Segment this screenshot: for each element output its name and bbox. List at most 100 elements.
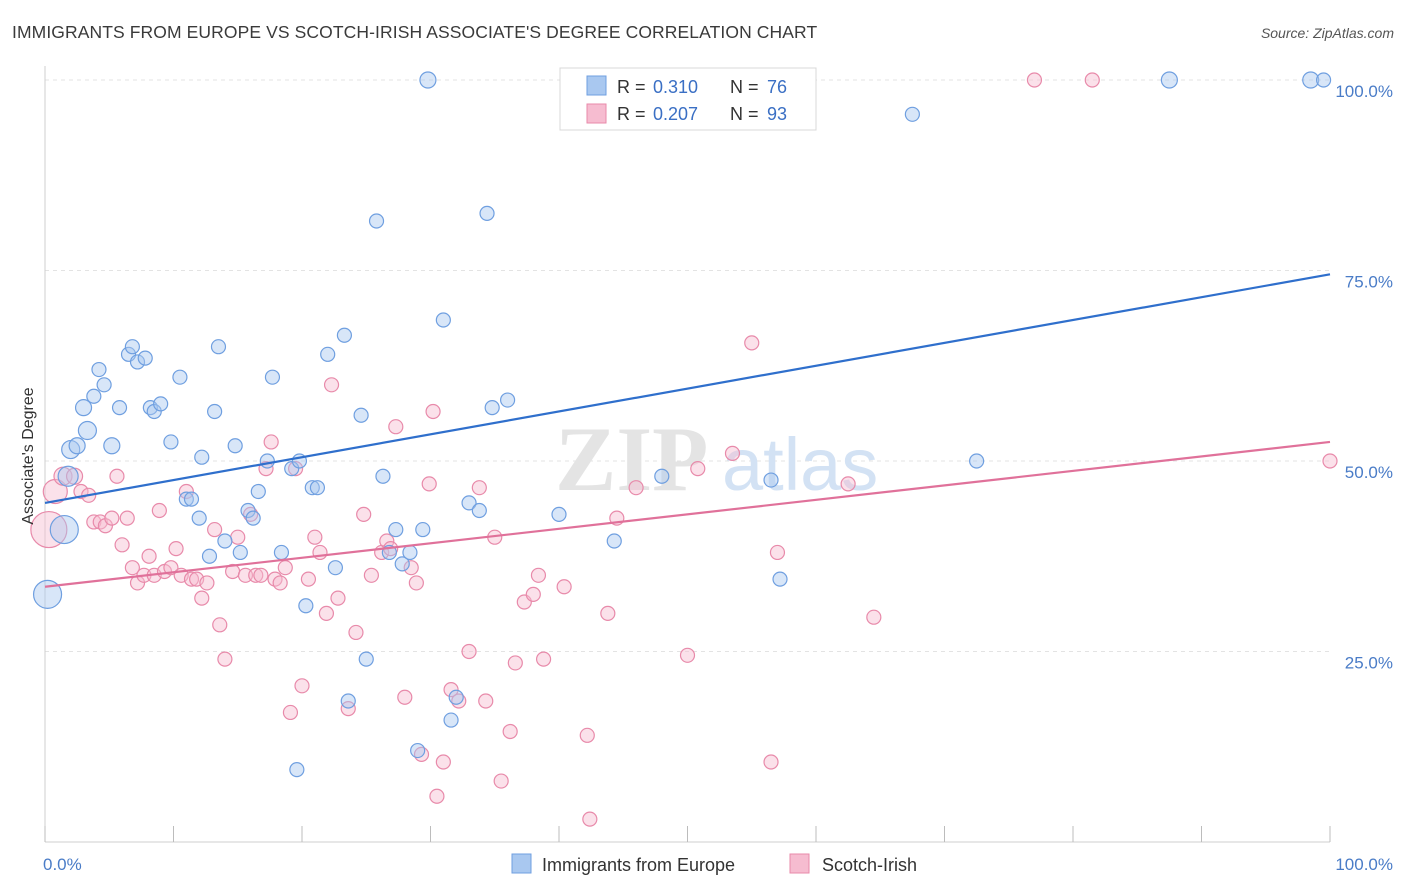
point-immigrants-from-europe (172, 369, 188, 385)
x-tick-label-min: 0.0% (43, 855, 82, 874)
point-immigrants-from-europe (227, 438, 243, 454)
point-scotch-irish (207, 521, 223, 538)
point-scotch-irish (230, 529, 246, 545)
point-immigrants-from-europe (461, 495, 477, 511)
point-immigrants-from-europe (273, 544, 290, 561)
axes (44, 66, 1331, 843)
x-tick-labels: 0.0% 100.0% (43, 855, 1393, 874)
point-immigrants-from-europe (129, 354, 146, 370)
point-scotch-irish (530, 567, 547, 583)
point-immigrants-from-europe (103, 437, 121, 455)
point-scotch-irish (199, 575, 215, 591)
point-immigrants-from-europe (207, 403, 223, 420)
legend-n-label-blue: N = (730, 77, 764, 97)
point-immigrants-from-europe (394, 556, 410, 572)
point-scotch-irish (397, 689, 413, 705)
point-scotch-irish (628, 480, 644, 496)
point-scotch-irish (535, 651, 552, 667)
legend-r-value-blue: 0.310 (653, 77, 698, 97)
point-scotch-irish (600, 605, 616, 622)
point-immigrants-from-europe (500, 392, 516, 408)
point-immigrants-from-europe (91, 361, 107, 378)
watermark: ZIP atlas (555, 408, 878, 510)
point-scotch-irish (318, 605, 335, 622)
point-immigrants-from-europe (137, 350, 153, 366)
point-immigrants-from-europe (183, 491, 200, 507)
point-immigrants-from-europe (32, 579, 63, 609)
y-tick-label: 25.0% (1345, 654, 1393, 673)
point-scotch-irish (421, 476, 437, 492)
point-scotch-irish (429, 788, 445, 804)
point-immigrants-from-europe (320, 346, 336, 362)
legend-n-value-blue: 76 (767, 77, 787, 97)
point-immigrants-from-europe (336, 327, 353, 343)
point-immigrants-from-europe (904, 106, 920, 122)
chart-title: IMMIGRANTS FROM EUROPE VS SCOTCH-IRISH A… (12, 22, 818, 42)
point-scotch-irish (348, 624, 364, 641)
point-immigrants-from-europe (471, 502, 487, 519)
point-immigrants-from-europe (353, 407, 369, 423)
point-immigrants-from-europe (435, 312, 451, 328)
legend-box: R = 0.310 N = 76 R = 0.207 N = 93 (559, 67, 817, 131)
legend-r-value-pink: 0.207 (653, 104, 698, 124)
bottom-legend-label-blue: Immigrants from Europe (542, 855, 735, 875)
point-immigrants-from-europe (340, 693, 356, 709)
point-scotch-irish (443, 681, 459, 698)
point-scotch-irish (461, 643, 477, 660)
x-tick-label-max: 100.0% (1335, 855, 1393, 874)
legend-n-value-pink: 93 (767, 104, 787, 124)
y-axis-label: Associate's Degree (20, 387, 37, 524)
point-scotch-irish (769, 544, 786, 561)
point-immigrants-from-europe (245, 510, 261, 526)
point-scotch-irish (866, 609, 882, 625)
point-scotch-irish (194, 590, 210, 606)
point-scotch-irish (217, 651, 233, 667)
point-scotch-irish (388, 419, 404, 435)
bottom-legend-swatch-pink (789, 853, 810, 874)
point-scotch-irish (340, 701, 356, 717)
point-immigrants-from-europe (1302, 71, 1320, 89)
bottom-legend: Immigrants from Europe Scotch-Irish (511, 853, 917, 875)
point-immigrants-from-europe (772, 571, 788, 587)
point-immigrants-from-europe (969, 453, 985, 469)
point-scotch-irish (525, 586, 541, 602)
legend-swatch-blue (586, 75, 607, 96)
point-immigrants-from-europe (1160, 71, 1178, 89)
point-scotch-irish (690, 461, 706, 477)
point-scotch-irish (114, 537, 130, 553)
point-immigrants-from-europe (419, 71, 437, 89)
point-scotch-irish (471, 480, 487, 496)
point-immigrants-from-europe (163, 434, 179, 450)
watermark-zip: ZIP (555, 408, 708, 510)
watermark-atlas: atlas (722, 423, 878, 506)
point-scotch-irish (237, 567, 254, 583)
point-scotch-irish (1084, 72, 1100, 88)
point-immigrants-from-europe (240, 502, 256, 519)
point-scotch-irish (248, 567, 264, 583)
point-scotch-irish (300, 571, 317, 587)
y-tick-labels: 25.0% 50.0% 75.0% 100.0% (1335, 82, 1393, 673)
y-tick-label: 50.0% (1345, 463, 1393, 482)
point-immigrants-from-europe (298, 598, 314, 614)
point-scotch-irish (119, 510, 135, 526)
point-immigrants-from-europe (368, 213, 385, 229)
point-immigrants-from-europe (201, 548, 218, 564)
point-immigrants-from-europe (375, 468, 391, 484)
series-immigrants-from-europe (32, 71, 1332, 778)
point-scotch-irish (1322, 453, 1338, 469)
point-immigrants-from-europe (86, 388, 102, 404)
point-immigrants-from-europe (763, 472, 779, 488)
y-tick-label: 75.0% (1345, 273, 1393, 292)
point-immigrants-from-europe (289, 762, 305, 778)
point-immigrants-from-europe (284, 461, 300, 477)
point-immigrants-from-europe (49, 514, 79, 545)
point-scotch-irish (478, 693, 494, 709)
legend-r-label-blue: R = (617, 77, 651, 97)
point-immigrants-from-europe (210, 339, 227, 355)
point-scotch-irish (403, 560, 419, 576)
point-immigrants-from-europe (57, 465, 79, 487)
point-immigrants-from-europe (250, 483, 266, 500)
legend-r-label-pink: R = (617, 104, 651, 124)
point-scotch-irish (408, 575, 424, 591)
